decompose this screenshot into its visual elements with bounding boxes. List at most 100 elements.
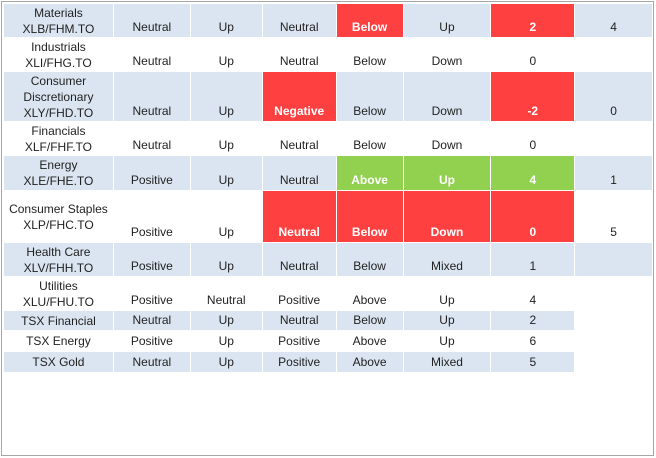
rank-cell[interactable] (574, 310, 653, 331)
sector-cell[interactable]: Utilities XLU/FHU.TO (3, 276, 114, 311)
ticker-symbol: XLU/FHU.TO (22, 294, 94, 309)
rank-cell[interactable] (574, 37, 653, 72)
momentum-cell[interactable]: Neutral (261, 37, 337, 72)
direction-cell[interactable]: Up (402, 330, 492, 352)
sector-name: Industrials (31, 39, 86, 54)
direction-cell[interactable]: Down (402, 37, 492, 72)
ticker-symbol: XLY/FHD.TO (23, 105, 94, 120)
score-cell[interactable]: 1 (490, 242, 576, 277)
sector-cell[interactable]: TSX Energy (3, 330, 114, 352)
relative-strength-cell[interactable]: Neutral (112, 121, 191, 156)
sector-cell[interactable]: TSX Gold (3, 351, 114, 373)
score-cell[interactable]: -2 (490, 71, 576, 122)
table-row: Materials XLB/FHM.TO Neutral Up Neutral … (3, 3, 653, 38)
relative-strength-cell[interactable]: Positive (112, 276, 191, 311)
moving-average-cell[interactable]: Below (335, 190, 404, 243)
momentum-cell[interactable]: Neutral (261, 190, 337, 243)
score-cell[interactable]: 4 (490, 276, 576, 311)
sector-cell[interactable]: Health Care XLV/FHH.TO (3, 242, 114, 277)
moving-average-cell[interactable]: Below (335, 71, 404, 122)
direction-cell[interactable]: Up (402, 276, 492, 311)
moving-average-cell[interactable]: Below (335, 3, 404, 38)
trend-cell[interactable]: Up (189, 3, 263, 38)
moving-average-cell[interactable]: Below (335, 37, 404, 72)
relative-strength-cell[interactable]: Positive (112, 155, 191, 191)
table-row: Health Care XLV/FHH.TO Positive Up Neutr… (3, 242, 653, 277)
relative-strength-cell[interactable]: Neutral (112, 351, 191, 373)
momentum-cell[interactable]: Neutral (261, 310, 337, 331)
momentum-cell[interactable]: Positive (261, 276, 337, 311)
relative-strength-cell[interactable]: Positive (112, 330, 191, 352)
rank-cell[interactable]: 0 (574, 71, 653, 122)
trend-cell[interactable]: Up (189, 310, 263, 331)
rank-cell[interactable]: 5 (574, 190, 653, 243)
rank-cell[interactable]: 1 (574, 155, 653, 191)
momentum-cell[interactable]: Neutral (261, 121, 337, 156)
moving-average-cell[interactable]: Above (335, 276, 404, 311)
table-row: TSX Energy Positive Up Positive Above Up… (3, 330, 653, 352)
momentum-cell[interactable]: Positive (261, 330, 337, 352)
direction-cell[interactable]: Down (402, 121, 492, 156)
direction-cell[interactable]: Mixed (402, 242, 492, 277)
relative-strength-cell[interactable]: Neutral (112, 37, 191, 72)
direction-cell[interactable]: Mixed (402, 351, 492, 373)
momentum-cell[interactable]: Neutral (261, 3, 337, 38)
rank-cell[interactable] (574, 330, 653, 352)
table-row: Financials XLF/FHF.TO Neutral Up Neutral… (3, 121, 653, 156)
relative-strength-cell[interactable]: Positive (112, 190, 191, 243)
sector-cell[interactable]: Consumer Discretionary XLY/FHD.TO (3, 71, 114, 122)
momentum-cell[interactable]: Negative (261, 71, 337, 122)
sector-cell[interactable]: TSX Financial (3, 310, 114, 331)
sector-cell[interactable]: Materials XLB/FHM.TO (3, 3, 114, 38)
relative-strength-cell[interactable]: Neutral (112, 3, 191, 38)
trend-cell[interactable]: Up (189, 71, 263, 122)
trend-cell[interactable]: Up (189, 351, 263, 373)
direction-cell[interactable]: Up (402, 3, 492, 38)
rank-cell[interactable] (574, 121, 653, 156)
score-cell[interactable]: 5 (490, 351, 576, 373)
momentum-cell[interactable]: Neutral (261, 242, 337, 277)
score-cell[interactable]: 2 (490, 310, 576, 331)
rank-cell[interactable]: 4 (574, 3, 653, 38)
moving-average-cell[interactable]: Above (335, 155, 404, 191)
relative-strength-cell[interactable]: Neutral (112, 310, 191, 331)
sector-name: Financials (31, 123, 86, 138)
direction-cell[interactable]: Up (402, 155, 492, 191)
momentum-cell[interactable]: Positive (261, 351, 337, 373)
score-cell[interactable]: 0 (490, 37, 576, 72)
direction-cell[interactable]: Up (402, 310, 492, 331)
rank-cell[interactable] (574, 351, 653, 373)
momentum-cell[interactable]: Neutral (261, 155, 337, 191)
trend-cell[interactable]: Neutral (189, 276, 263, 311)
moving-average-cell[interactable]: Above (335, 351, 404, 373)
moving-average-cell[interactable]: Below (335, 242, 404, 277)
relative-strength-cell[interactable]: Neutral (112, 71, 191, 122)
moving-average-cell[interactable]: Above (335, 330, 404, 352)
trend-cell[interactable]: Up (189, 121, 263, 156)
score-cell[interactable]: 0 (490, 190, 576, 243)
trend-cell[interactable]: Up (189, 37, 263, 72)
score-cell[interactable]: 0 (490, 121, 576, 156)
moving-average-cell[interactable]: Below (335, 310, 404, 331)
sector-cell[interactable]: Financials XLF/FHF.TO (3, 121, 114, 156)
trend-cell[interactable]: Up (189, 190, 263, 243)
moving-average-cell[interactable]: Below (335, 121, 404, 156)
trend-cell[interactable]: Up (189, 242, 263, 277)
score-cell[interactable]: 4 (490, 155, 576, 191)
direction-cell[interactable]: Down (402, 190, 492, 243)
relative-strength-cell[interactable]: Positive (112, 242, 191, 277)
score-cell[interactable]: 2 (490, 3, 576, 38)
rank-cell[interactable] (574, 242, 653, 277)
table-row: Energy XLE/FHE.TO Positive Up Neutral Ab… (3, 155, 653, 191)
score-cell[interactable]: 6 (490, 330, 576, 352)
trend-cell[interactable]: Up (189, 155, 263, 191)
trend-cell[interactable]: Up (189, 330, 263, 352)
sector-name: TSX Financial (21, 313, 96, 328)
sector-cell[interactable]: Energy XLE/FHE.TO (3, 155, 114, 191)
direction-cell[interactable]: Down (402, 71, 492, 122)
rank-cell[interactable] (574, 276, 653, 311)
sector-name: Materials (34, 5, 83, 20)
sector-cell[interactable]: Industrials XLI/FHG.TO (3, 37, 114, 72)
table-row: Consumer Discretionary XLY/FHD.TO Neutra… (3, 71, 653, 122)
sector-cell[interactable]: Consumer Staples XLP/FHC.TO (3, 190, 114, 243)
